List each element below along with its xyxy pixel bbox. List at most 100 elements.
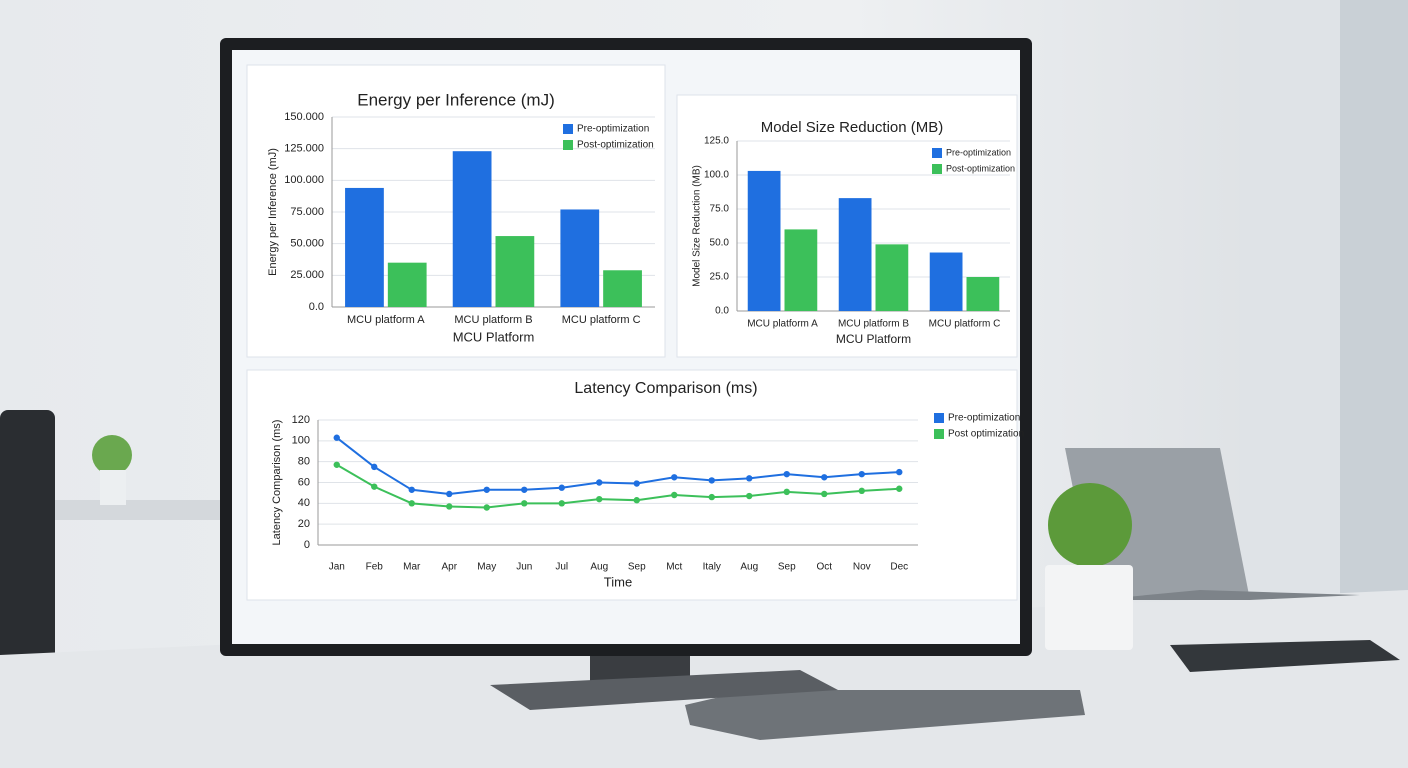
- point: [821, 474, 828, 481]
- y-tick-label: 125.0: [704, 136, 729, 147]
- y-tick-label: 25.000: [290, 269, 324, 281]
- y-tick-label: 100: [292, 435, 310, 447]
- legend-swatch: [932, 164, 942, 174]
- y-tick-label: 150.000: [284, 111, 324, 123]
- legend-label: Post-optimization: [946, 163, 1015, 173]
- line: [336, 463, 900, 509]
- x-tick-label: Mct: [666, 562, 682, 573]
- bar: [838, 198, 872, 311]
- x-tick-label: Jun: [516, 562, 532, 573]
- window: [1340, 0, 1408, 600]
- y-tick-label: 75.0: [710, 204, 730, 215]
- y-tick-label: 0.0: [715, 306, 729, 317]
- x-tick-label: MCU platform B: [838, 319, 909, 330]
- point: [671, 474, 678, 481]
- point: [446, 503, 453, 510]
- back-plant: [92, 435, 132, 475]
- bar: [875, 244, 909, 311]
- point: [333, 461, 340, 468]
- point: [746, 475, 753, 482]
- bar: [345, 187, 384, 307]
- bar: [560, 209, 600, 307]
- y-axis-label: Energy per Inference (mJ): [267, 148, 279, 276]
- point: [896, 485, 903, 492]
- x-tick-label: MCU platform A: [347, 314, 425, 326]
- point: [446, 490, 453, 498]
- point: [483, 486, 490, 493]
- point: [633, 480, 640, 487]
- point: [558, 500, 565, 507]
- y-tick-label: 25.0: [710, 272, 730, 283]
- point: [408, 486, 415, 493]
- x-tick-label: Sep: [628, 562, 646, 573]
- bar: [929, 252, 963, 311]
- legend-label: Pre-optimization: [948, 413, 1020, 424]
- legend-label: Post optimization: [948, 429, 1024, 440]
- legend-label: Post-optimization: [577, 140, 654, 151]
- y-tick-label: 20: [298, 518, 310, 530]
- legend-swatch: [563, 140, 573, 150]
- plant: [1048, 483, 1132, 567]
- chart-title: Latency Comparison (ms): [574, 380, 757, 397]
- y-tick-label: 0: [304, 539, 310, 551]
- point: [521, 486, 528, 493]
- point: [371, 483, 378, 490]
- keyboard: [685, 690, 1085, 740]
- y-tick-label: 50.000: [290, 238, 324, 250]
- legend-swatch: [934, 413, 944, 423]
- x-tick-label: Aug: [590, 562, 608, 573]
- x-axis-label: MCU Platform: [453, 329, 535, 344]
- y-tick-label: 75.000: [290, 206, 324, 218]
- x-tick-label: Jul: [555, 562, 568, 573]
- bar: [747, 170, 781, 311]
- bar: [452, 151, 492, 307]
- point: [858, 470, 865, 478]
- pot: [1045, 565, 1133, 650]
- legend-swatch: [563, 124, 573, 134]
- point: [521, 500, 528, 507]
- x-tick-label: Apr: [441, 562, 457, 573]
- bar: [603, 270, 642, 307]
- point: [371, 463, 378, 471]
- x-tick-label: MCU platform C: [929, 319, 1001, 330]
- y-axis-label: Latency Comparison (ms): [271, 420, 283, 546]
- x-tick-label: Italy: [703, 562, 721, 573]
- point: [708, 477, 715, 484]
- y-tick-label: 100.0: [704, 170, 729, 181]
- bar: [784, 229, 818, 311]
- point: [483, 504, 490, 511]
- notebook: [1170, 640, 1400, 672]
- x-tick-label: MCU platform A: [747, 319, 818, 330]
- point: [671, 491, 678, 499]
- y-tick-label: 120: [292, 414, 310, 426]
- x-tick-label: May: [477, 562, 496, 573]
- laptop: [1065, 448, 1250, 600]
- x-tick-label: MCU platform C: [562, 314, 641, 326]
- y-tick-label: 125.000: [284, 143, 324, 155]
- line: [336, 436, 900, 495]
- point: [746, 492, 753, 500]
- chart-title: Model Size Reduction (MB): [761, 119, 944, 136]
- bar: [495, 236, 535, 307]
- x-axis-label: Time: [604, 574, 632, 589]
- point: [821, 490, 828, 498]
- y-tick-label: 40: [298, 497, 310, 509]
- x-tick-label: Jan: [329, 562, 345, 573]
- bar: [966, 277, 1000, 311]
- point: [896, 468, 903, 476]
- x-tick-label: Sep: [778, 562, 796, 573]
- legend-swatch: [932, 148, 942, 158]
- chair: [0, 410, 55, 680]
- laptop-base: [1095, 590, 1360, 600]
- point: [596, 495, 603, 503]
- legend-swatch: [934, 429, 944, 439]
- x-tick-label: MCU platform B: [454, 314, 532, 326]
- point: [858, 487, 865, 495]
- y-tick-label: 80: [298, 456, 310, 468]
- point: [708, 493, 715, 501]
- back-desk: [0, 500, 230, 520]
- x-tick-label: Oct: [816, 562, 832, 573]
- legend-label: Pre-optimization: [577, 124, 649, 135]
